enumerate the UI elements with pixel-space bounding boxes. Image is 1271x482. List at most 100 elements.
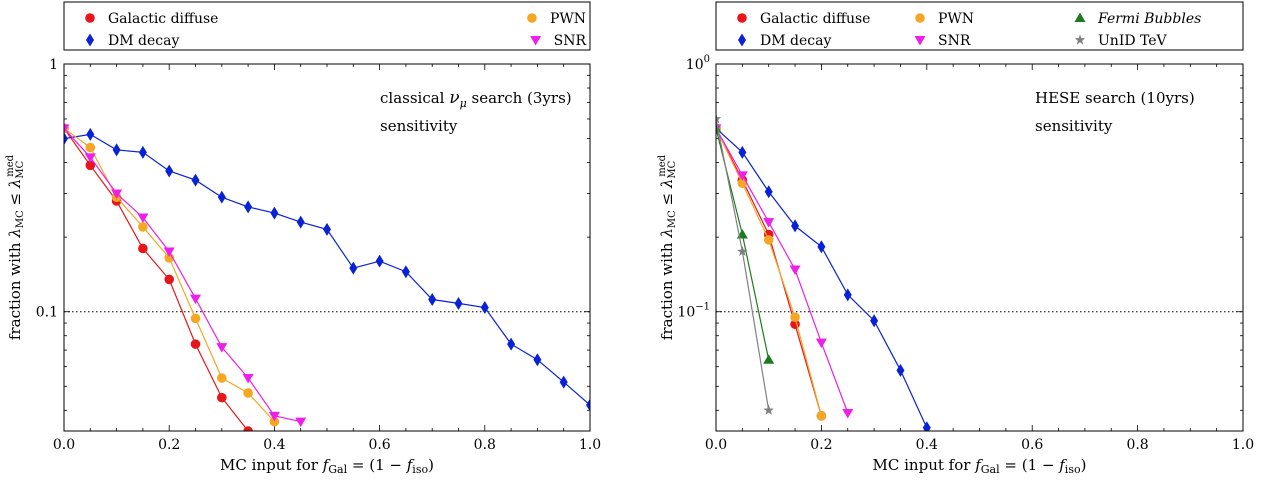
- legend-entry: PWN: [915, 11, 974, 27]
- data-point: [165, 164, 174, 178]
- data-point: [243, 388, 253, 398]
- series-line: [64, 127, 249, 431]
- minor-ticks: [715, 63, 1244, 431]
- x-tick-label: 0.6: [368, 437, 390, 453]
- data-point: [111, 189, 123, 200]
- data-point: [190, 339, 201, 349]
- data-point: [870, 314, 879, 328]
- y-tick-label: 0.1: [36, 305, 58, 321]
- legend-label: PWN: [550, 11, 586, 27]
- legend-marker: [527, 13, 537, 23]
- data-point: [84, 153, 96, 163]
- y-tick-label: 100: [686, 54, 710, 73]
- series-line: [64, 133, 590, 406]
- x-tick-label: 1.0: [1232, 437, 1254, 453]
- series-line: [716, 128, 770, 360]
- series-snr: [716, 124, 854, 419]
- data-point: [763, 404, 774, 415]
- x-tick-label: 0.0: [53, 437, 75, 453]
- legend: Galactic diffuse DM decay PWN SNR: [63, 1, 591, 51]
- legend-box: [63, 1, 591, 51]
- legend-marker: [738, 33, 746, 47]
- legend-marker: [85, 13, 95, 23]
- data-point: [763, 354, 775, 364]
- series-dm-decay: [64, 127, 590, 412]
- series-pwn: [716, 123, 827, 421]
- x-tick-label: 0.2: [158, 437, 180, 453]
- annotation-subtitle: sensitivity: [1035, 117, 1113, 135]
- data-point: [896, 363, 905, 377]
- data-point: [922, 421, 931, 431]
- legend-label: Fermi Bubbles: [1097, 11, 1201, 27]
- x-tick-label: 0.8: [474, 437, 496, 453]
- series-line: [716, 118, 770, 411]
- data-point: [217, 190, 226, 204]
- data-point: [716, 113, 722, 124]
- y-tick-label: 10−1: [677, 302, 710, 321]
- series-line: [716, 128, 822, 416]
- data-point: [428, 293, 437, 307]
- plot-frame: [715, 63, 1244, 432]
- data-point: [64, 124, 70, 134]
- data-point: [295, 417, 307, 428]
- series-fermi-bubbles: [716, 122, 775, 364]
- legend-entry: Galactic diffuse: [85, 11, 218, 27]
- series-line: [64, 127, 301, 423]
- legend-label: Galactic diffuse: [108, 11, 218, 27]
- legend-entry: SNR: [914, 33, 971, 49]
- x-tick-label: 0.8: [1126, 437, 1148, 453]
- legend: Galactic diffuse DM decay PWN SNR Fermi Bubb…: [715, 1, 1244, 51]
- data-point: [243, 426, 253, 431]
- data-point: [112, 143, 121, 157]
- data-point: [138, 243, 148, 254]
- data-point: [190, 294, 201, 305]
- x-tick-label: 0.6: [1021, 437, 1043, 453]
- data-point: [763, 235, 774, 245]
- data-point: [763, 218, 775, 228]
- data-point: [764, 185, 773, 199]
- series-line: [716, 128, 822, 416]
- legend-marker: [737, 13, 747, 23]
- x-axis-label: MC input for fGal = (1 − fiso): [873, 456, 1087, 476]
- data-point: [217, 373, 227, 383]
- y-tick-label: 1: [49, 57, 58, 73]
- data-point: [296, 215, 305, 229]
- x-tick-label: 0.2: [810, 437, 832, 453]
- x-tick-label: 0.0: [705, 437, 727, 453]
- data-point: [401, 265, 410, 279]
- chart-panel-2: 0.0 0.2 0.4 0.6 0.8 1.0 10−1 100 MC input for fG…: [657, 1, 1254, 476]
- data-point: [64, 132, 68, 146]
- data-point: [559, 375, 568, 389]
- legend-marker: [914, 36, 926, 46]
- y-axis-label: fraction with λMC ≤ λMCmed: [5, 154, 26, 340]
- legend-marker: [1074, 12, 1086, 22]
- data-point: [163, 247, 175, 258]
- data-point: [586, 398, 590, 412]
- data-point: [843, 288, 852, 302]
- legend-entry: PWN: [527, 11, 586, 27]
- series-line: [716, 127, 928, 429]
- legend-label: DM decay: [108, 33, 179, 49]
- legend-label: DM decay: [760, 33, 831, 49]
- chart-panel-1: 0.0 0.2 0.4 0.6 0.8 1.0 0.1 1 MC input for fGal …: [5, 1, 601, 476]
- data-point: [268, 411, 280, 422]
- data-point: [789, 265, 801, 276]
- data-point: [323, 222, 331, 236]
- data-point: [190, 313, 201, 324]
- data-point: [86, 127, 95, 141]
- legend-box: [715, 1, 1244, 51]
- legend-marker: [530, 36, 542, 46]
- legend-label: Galactic diffuse: [760, 11, 870, 27]
- data-point: [349, 261, 358, 275]
- legend-label: SNR: [938, 33, 971, 49]
- data-point: [164, 274, 174, 285]
- data-point: [815, 338, 827, 349]
- series-unid-tev: [716, 113, 774, 415]
- x-tick-label: 0.4: [263, 437, 285, 453]
- data-point: [737, 178, 748, 189]
- data-point: [737, 246, 748, 256]
- annotation-title: HESE search (10yrs): [1035, 89, 1195, 107]
- series-line: [716, 128, 849, 414]
- y-axis-label: fraction with λMC ≤ λMCmed: [657, 154, 678, 340]
